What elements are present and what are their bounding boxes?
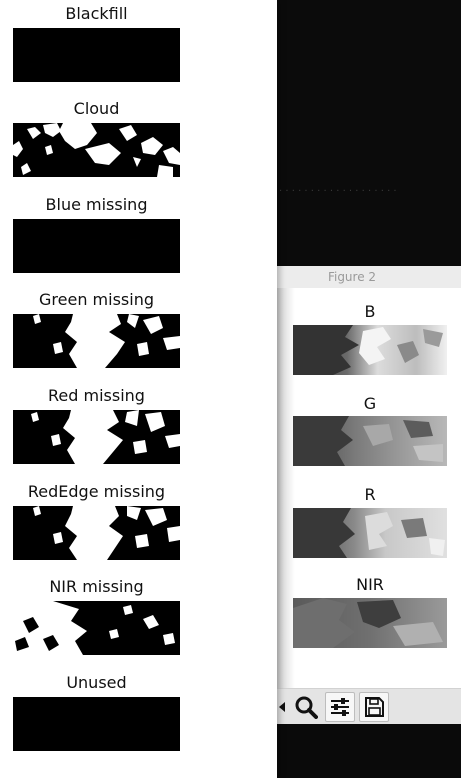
mask-image-rededge-missing — [13, 506, 180, 560]
background-terminal: · · · · · · · · · · · · · · · · · · · — [277, 0, 461, 266]
band-label-nir: NIR — [356, 575, 384, 594]
mask-image-blue-missing — [13, 219, 180, 273]
zoom-icon[interactable] — [291, 692, 321, 722]
band-label-g: G — [363, 394, 377, 413]
panel-title-nir-missing: NIR missing — [49, 577, 144, 596]
panel-title-unused: Unused — [66, 673, 127, 692]
configure-subplots-icon[interactable] — [325, 692, 355, 722]
mask-image-green-missing — [13, 314, 180, 368]
figure2-toolbar — [277, 688, 461, 725]
figure2-title: Figure 2 — [327, 270, 377, 284]
band-label-r: R — [364, 485, 376, 504]
band-image-g — [293, 416, 447, 466]
mask-image-red-missing — [13, 410, 180, 464]
panel-title-blue-missing: Blue missing — [45, 195, 148, 214]
background-faint-text: · · · · · · · · · · · · · · · · · · · — [279, 186, 397, 197]
background-bottom — [277, 724, 461, 778]
mask-image-unused — [13, 697, 180, 751]
figure2-window: · · · · · · · · · · · · · · · · · · · Fi… — [277, 0, 461, 778]
panel-title-rededge-missing: RedEdge missing — [27, 482, 166, 501]
arrow-icon[interactable] — [277, 692, 289, 722]
mask-figure-window: Blackfill Cloud — [0, 0, 277, 778]
panel-title-red-missing: Red missing — [48, 386, 145, 405]
band-image-nir — [293, 598, 447, 648]
band-label-b: B — [364, 302, 376, 321]
save-icon[interactable] — [359, 692, 389, 722]
figure2-canvas: B — [277, 288, 461, 688]
figure2-titlebar[interactable]: Figure 2 — [277, 266, 461, 289]
band-image-b — [293, 325, 447, 375]
mask-image-cloud — [13, 123, 180, 177]
mask-image-nir-missing — [13, 601, 180, 655]
band-image-r — [293, 508, 447, 558]
panel-title-green-missing: Green missing — [39, 290, 154, 309]
panel-title-cloud: Cloud — [73, 99, 120, 118]
panel-title-blackfill: Blackfill — [65, 4, 128, 23]
mask-image-blackfill — [13, 28, 180, 82]
